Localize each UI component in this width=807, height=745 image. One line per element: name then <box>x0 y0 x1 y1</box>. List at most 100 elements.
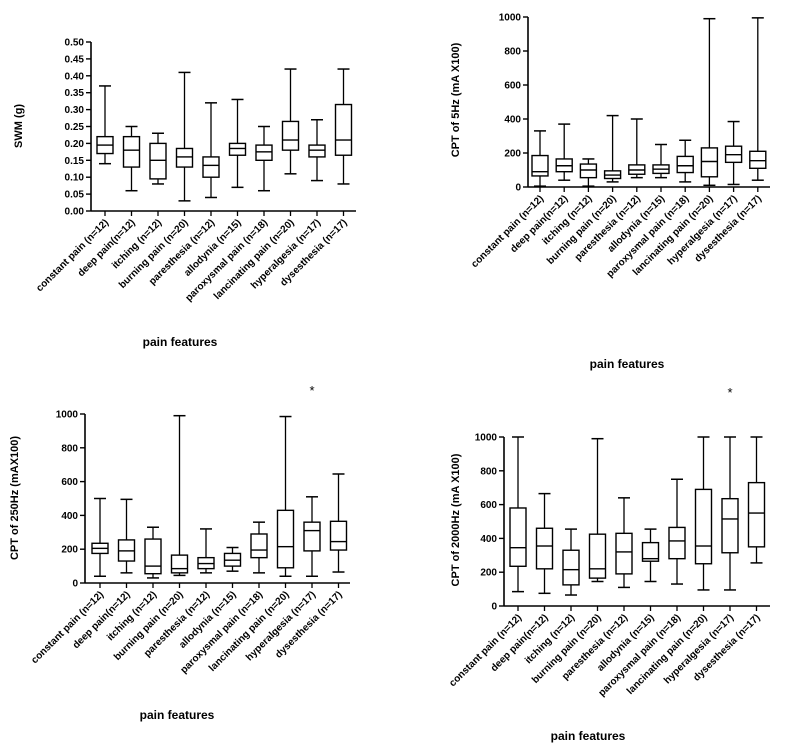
y-tick-label: 400 <box>504 115 521 126</box>
box-iqr <box>303 521 321 552</box>
box-4 <box>588 437 607 583</box>
panel-1: 0.00 0.05 0.10 0.15 0.20 0.25 0.30 0.35 0.40 0.45… <box>13 38 356 349</box>
box-5 <box>628 118 646 179</box>
box-5 <box>615 497 633 589</box>
box-10 <box>747 436 766 564</box>
box-7 <box>676 139 694 183</box>
box-4 <box>175 71 194 202</box>
y-tick-label: 200 <box>504 149 521 160</box>
box-2 <box>535 492 554 595</box>
box-iqr <box>250 533 268 559</box>
y-tick-label: 0 <box>72 579 78 590</box>
box-iqr <box>329 520 348 551</box>
y-tick-label: 0.35 <box>65 88 85 99</box>
box-2 <box>555 123 573 181</box>
y-tick-label: 0.10 <box>65 173 85 184</box>
box-10 <box>334 68 353 185</box>
box-7 <box>255 125 273 192</box>
y-tick-label: 0.05 <box>65 190 85 201</box>
box-iqr <box>641 541 660 562</box>
y-tick-label: 1000 <box>475 433 498 444</box>
y-tick-label: 800 <box>480 466 497 477</box>
panel-2: 0 200 400 600 800 1000 CPT of 5Hz (mA X100) pai… <box>450 13 770 371</box>
box-iqr <box>276 509 295 569</box>
box-iqr <box>281 120 300 151</box>
y-tick-label: 0.45 <box>65 54 85 65</box>
box-3 <box>144 526 162 579</box>
box-1 <box>531 130 549 187</box>
y-tick-label: 800 <box>61 443 78 454</box>
box-9 <box>308 118 326 182</box>
box-7 <box>250 521 268 574</box>
significance-marker: * <box>727 385 732 400</box>
y-axis-label: CPT of 5Hz (mA X100) <box>450 42 462 157</box>
box-5 <box>202 102 220 199</box>
y-tick-label: 600 <box>61 477 78 488</box>
box-iqr <box>749 150 767 170</box>
x-axis-label: pain features <box>140 708 215 722</box>
box-8 <box>281 68 300 175</box>
y-axis-label: SWM (g) <box>13 104 25 148</box>
box-iqr <box>175 147 194 168</box>
box-5 <box>197 528 215 574</box>
box-6 <box>652 143 670 179</box>
box-3 <box>562 528 580 596</box>
box-iqr <box>668 526 686 560</box>
y-tick-label: 0.50 <box>65 38 85 49</box>
panel-4: 0 200 400 600 800 1000 CPT of 2000Hz (mA X100)… <box>447 385 770 743</box>
x-axis-label: pain features <box>143 335 218 349</box>
box-2 <box>122 125 141 192</box>
x-axis-label: pain features <box>590 357 665 371</box>
box-iqr <box>579 163 598 179</box>
box-iqr <box>170 554 189 574</box>
box-3 <box>579 158 598 187</box>
box-iqr <box>202 156 220 178</box>
box-4 <box>170 414 189 577</box>
y-tick-label: 600 <box>504 81 521 92</box>
box-iqr <box>149 142 167 180</box>
box-iqr <box>615 532 633 575</box>
y-tick-label: 800 <box>504 47 521 58</box>
y-tick-label: 200 <box>61 545 78 556</box>
significance-marker: * <box>309 383 314 398</box>
box-8 <box>700 17 719 187</box>
y-axis-label: CPT of 250Hz (mAX100) <box>9 436 21 560</box>
box-iqr <box>228 142 247 156</box>
box-iqr <box>700 147 719 178</box>
box-3 <box>149 132 167 185</box>
y-tick-label: 600 <box>480 500 497 511</box>
y-tick-label: 0 <box>515 183 521 194</box>
box-10 <box>749 17 767 181</box>
y-tick-label: 400 <box>480 534 497 545</box>
box-9 <box>724 120 743 186</box>
box-iqr <box>531 154 549 177</box>
y-tick-label: 0.00 <box>65 207 85 218</box>
y-tick-label: 0.20 <box>65 139 85 150</box>
box-iqr <box>694 488 713 565</box>
box-iqr <box>721 497 739 554</box>
box-iqr <box>122 135 141 168</box>
box-iqr <box>255 144 273 161</box>
box-7 <box>668 478 686 585</box>
box-4 <box>603 114 622 183</box>
y-tick-label: 400 <box>61 511 78 522</box>
y-tick-label: 0.15 <box>65 156 85 167</box>
box-8 <box>276 415 295 577</box>
box-6 <box>223 546 242 572</box>
box-2 <box>117 498 136 574</box>
box-iqr <box>334 103 353 156</box>
box-8 <box>694 436 713 591</box>
box-iqr <box>676 155 694 174</box>
y-tick-label: 0.25 <box>65 122 85 133</box>
y-tick-label: 0 <box>491 602 497 613</box>
y-tick-label: 1000 <box>56 410 79 421</box>
box-6 <box>228 98 247 189</box>
box-iqr <box>588 533 607 579</box>
box-iqr <box>308 144 326 158</box>
box-9 <box>721 436 739 591</box>
box-iqr <box>535 527 554 570</box>
box-iqr <box>509 507 527 567</box>
box-10 <box>329 473 348 573</box>
box-1 <box>509 436 527 593</box>
